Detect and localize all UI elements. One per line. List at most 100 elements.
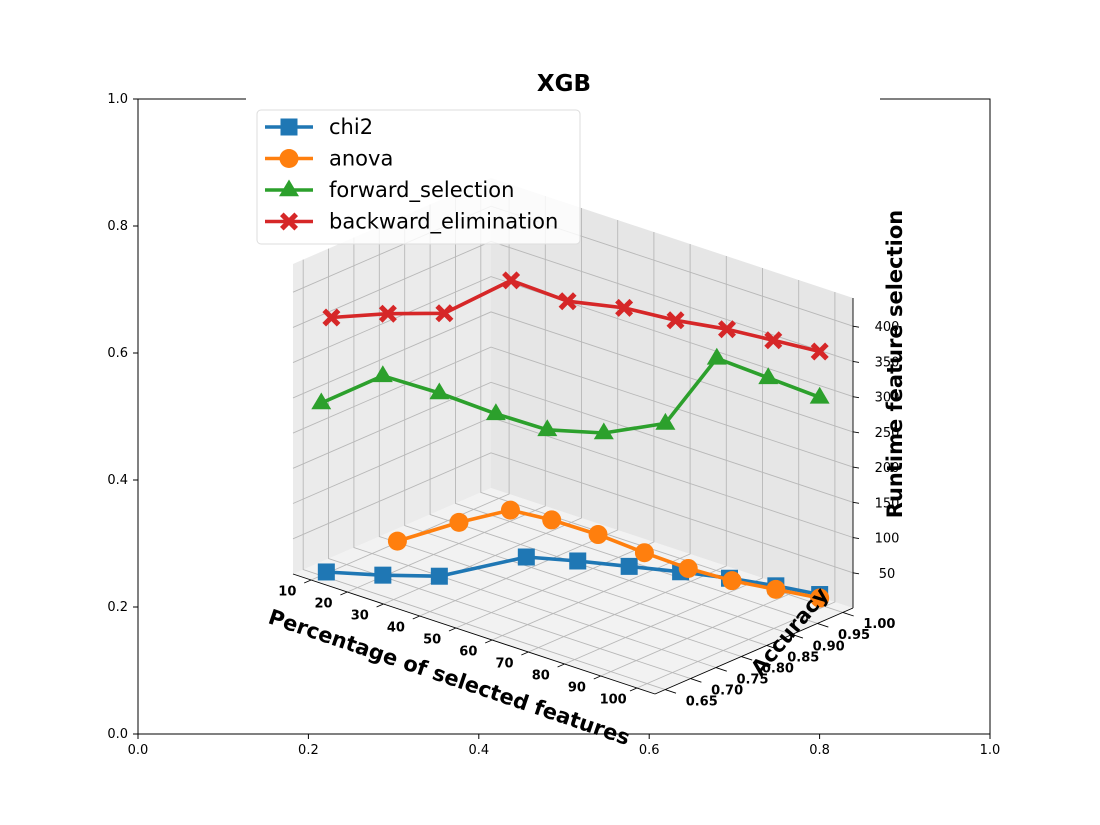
data-point-anova [766,579,786,599]
data-point-forward_selection [485,403,506,421]
x-grid-line [564,268,763,665]
chart-title: XGB [537,71,591,97]
left-pane [293,178,491,574]
z-tick-label: 350 [875,355,900,370]
data-point-anova [810,588,830,608]
outer-x-tick-label: 0.6 [639,743,660,758]
data-point-backward_elimination [764,331,783,350]
axis-ticks: 10 20 30 40 50 60 70 80 90 100 0.650.700.750.800.8… [278,298,899,709]
legend: chi2 anova forward_selection backward_elimi… [256,109,581,245]
x-grid-line [419,220,619,617]
y-tick-label: 0.85 [787,650,819,665]
y-tick-mark [842,611,854,617]
x-grid-line [347,196,546,593]
x-axis-line [292,573,656,695]
z-tick-mark [852,325,860,328]
z-grid-line [292,311,854,433]
z-grid-line [292,381,854,503]
outer-x-tick-label: 0.4 [468,743,489,758]
outer-x-tick-label: 0.0 [128,743,149,758]
z-tick-label: 100 [875,532,900,547]
legend-label: anova [329,147,393,171]
data-point-chi2 [317,563,335,581]
series-forward_selection [311,347,830,440]
data-point-chi2 [620,557,638,575]
y-tick-mark [817,623,829,628]
outer-x-tick-label: 0.8 [809,743,830,758]
x-tick-mark [376,603,384,608]
legend-entry-backward_elimination: backward_elimination [265,210,558,235]
x-tick-mark [303,579,312,584]
data-point-anova [634,543,654,563]
data-point-chi2 [569,552,587,570]
z-tick-label: 200 [875,461,900,476]
data-point-backward_elimination [718,320,736,339]
y-tick-label: 0.70 [711,683,743,698]
legend-label: forward_selection [329,178,514,203]
y-tick-mark [690,678,702,683]
outer-y-tick-label: 0.4 [107,473,128,488]
x-tick-mark [448,627,457,632]
z-tick-label: 50 [879,567,896,582]
legend-marker [280,118,298,136]
data-point-forward_selection [758,367,779,385]
x-grid-line [636,292,836,689]
x-tick-mark [593,675,601,680]
x-tick-mark [412,615,420,620]
x-tick-mark [557,663,565,668]
z-grid-line [292,346,854,468]
data-point-anova [678,558,698,578]
x-grid-line [310,184,510,581]
series-chi2 [317,548,829,604]
y-tick-mark [791,634,804,639]
y-grid-line [429,204,793,635]
y-tick-label: 0.90 [813,639,845,654]
outer-y-tick-label: 0.2 [107,600,128,615]
legend-label: chi2 [329,115,373,139]
data-point-anova [500,500,520,520]
data-point-backward_elimination [378,304,397,323]
series-line-anova [396,508,821,600]
z-tick-mark [852,572,860,575]
z-tick-mark [852,466,860,469]
outer-x-tick-label: 1.0 [980,743,1001,758]
series-line-chi2 [326,555,821,597]
z-tick-mark [852,360,860,363]
data-point-forward_selection [706,347,727,365]
z-grid-line [292,452,854,574]
series-line-forward_selection [320,356,821,435]
x-grid-line [491,244,691,641]
y-grid-line [302,259,666,691]
y-tick-mark [741,656,753,661]
y-grid-line [353,237,717,668]
y-tick-label: 0.95 [838,628,870,643]
x-tick-mark [521,651,529,656]
z-tick-mark [852,396,860,399]
legend-entry-forward_selection: forward_selection [265,178,514,203]
data-point-backward_elimination [435,304,454,323]
x-tick-label: 10 [278,584,296,599]
data-point-anova [542,510,562,530]
outer-y-tick-label: 0.0 [107,727,128,742]
z-tick-label: 250 [875,426,900,441]
data-point-chi2 [374,566,392,584]
outer-axes: 0.0 0.2 0.4 0.6 0.8 1.0 0.0 0.2 0.4 0.6 0.8 1.0 [107,92,1000,758]
x-tick-label: 20 [314,596,332,611]
legend-label: backward_elimination [329,210,558,235]
data-point-backward_elimination [502,271,521,290]
data-point-anova [588,525,608,545]
x-tick-label: 60 [459,644,477,659]
z-tick-label: 150 [875,496,900,511]
y-tick-label: 1.00 [863,617,895,632]
data-point-forward_selection [593,422,614,440]
data-point-anova [722,571,742,591]
data-point-anova [449,512,469,532]
outer-y-tick-label: 1.0 [107,92,128,107]
data-point-chi2 [517,548,535,566]
z-tick-mark [852,501,860,504]
outer-y-tick-label: 0.8 [107,219,128,234]
x-tick-label: 40 [387,620,405,635]
x-tick-label: 80 [532,668,550,683]
series-group [311,271,830,608]
data-point-forward_selection [372,365,393,383]
